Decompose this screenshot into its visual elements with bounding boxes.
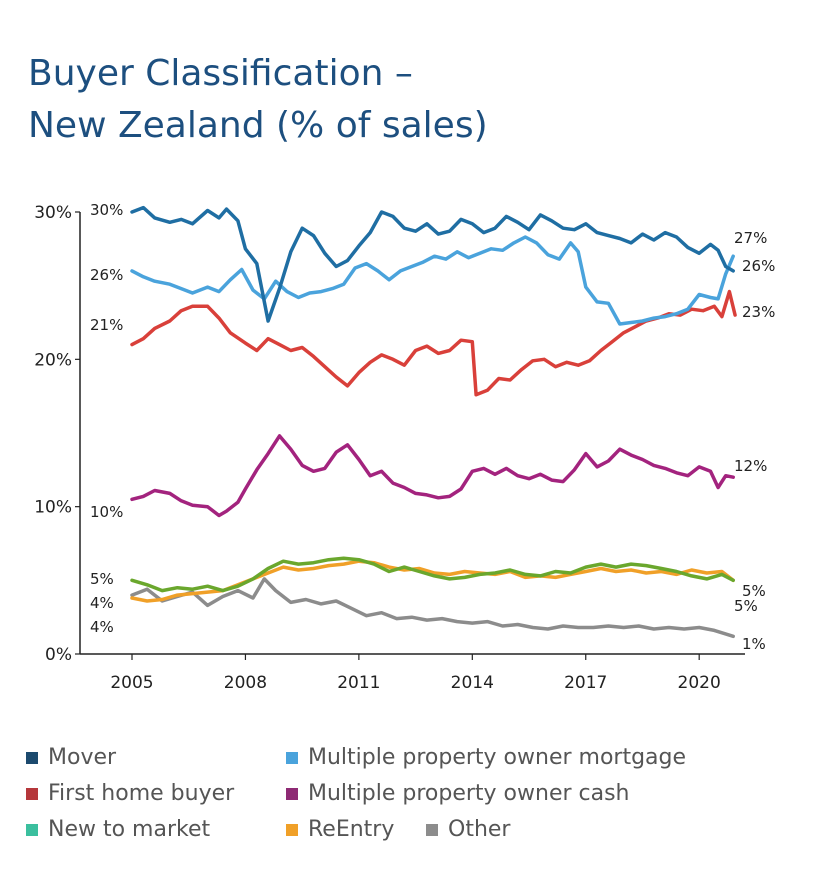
series-start-label: 21% <box>90 316 123 334</box>
legend-item: ReEntry <box>286 817 394 842</box>
series-end-label: 1% <box>742 635 766 653</box>
chart-title: Buyer Classification – New Zealand (% of… <box>28 48 488 152</box>
legend-label: Other <box>448 817 511 842</box>
series-line <box>130 235 735 326</box>
y-tick-label: 10% <box>34 498 72 518</box>
chart-title-line-1: Buyer Classification – <box>28 53 413 94</box>
series-end-label: 5% <box>734 597 758 615</box>
series-start-label: 4% <box>90 594 114 612</box>
legend-label: ReEntry <box>308 817 395 842</box>
series-line <box>130 434 735 518</box>
legend-swatch <box>426 823 438 836</box>
legend-label: Multiple property owner mortgage <box>308 745 687 770</box>
series-end-label: 5% <box>742 582 766 600</box>
x-tick-label: 2005 <box>110 673 153 693</box>
x-tick-label: 2014 <box>451 673 494 693</box>
series-line <box>130 556 735 593</box>
legend-swatch <box>26 751 38 764</box>
legend-swatch <box>286 751 298 764</box>
legend-swatch <box>26 823 38 836</box>
series-start-label: 30% <box>90 201 123 219</box>
series-line <box>130 205 735 323</box>
series-start-label: 5% <box>90 570 114 588</box>
y-tick-label: 30% <box>34 203 72 223</box>
legend-swatch <box>26 787 38 800</box>
legend-label: New to market <box>48 817 211 842</box>
legend-item: Mover <box>26 745 116 770</box>
series-start-label: 10% <box>90 503 123 521</box>
legend-swatch <box>286 823 298 836</box>
series-end-label: 27% <box>734 229 767 247</box>
legend-swatch <box>286 787 298 800</box>
legend-label: First home buyer <box>48 781 235 806</box>
series-line <box>130 577 735 639</box>
x-tick-label: 2017 <box>564 673 607 693</box>
series-start-label: 26% <box>90 266 123 284</box>
x-tick-label: 2011 <box>337 673 380 693</box>
legend-label: Multiple property owner cash <box>308 781 630 806</box>
x-tick-label: 2020 <box>678 673 721 693</box>
legend-item: New to market <box>26 817 210 842</box>
legend-item: Multiple property owner cash <box>286 781 630 806</box>
series-start-label: 4% <box>90 618 114 636</box>
series-end-label: 12% <box>734 457 767 475</box>
legend-item: Multiple property owner mortgage <box>286 745 686 770</box>
x-tick-label: 2008 <box>224 673 267 693</box>
legend-item: Other <box>426 817 510 842</box>
legend-item: First home buyer <box>26 781 234 806</box>
series-end-label: 26% <box>742 257 775 275</box>
series-line <box>130 289 737 397</box>
legend-label: Mover <box>48 745 117 770</box>
y-tick-label: 0% <box>45 645 72 665</box>
chart-title-line-2: New Zealand (% of sales) <box>28 105 488 146</box>
y-tick-label: 20% <box>34 350 72 370</box>
series-end-label: 23% <box>742 303 775 321</box>
